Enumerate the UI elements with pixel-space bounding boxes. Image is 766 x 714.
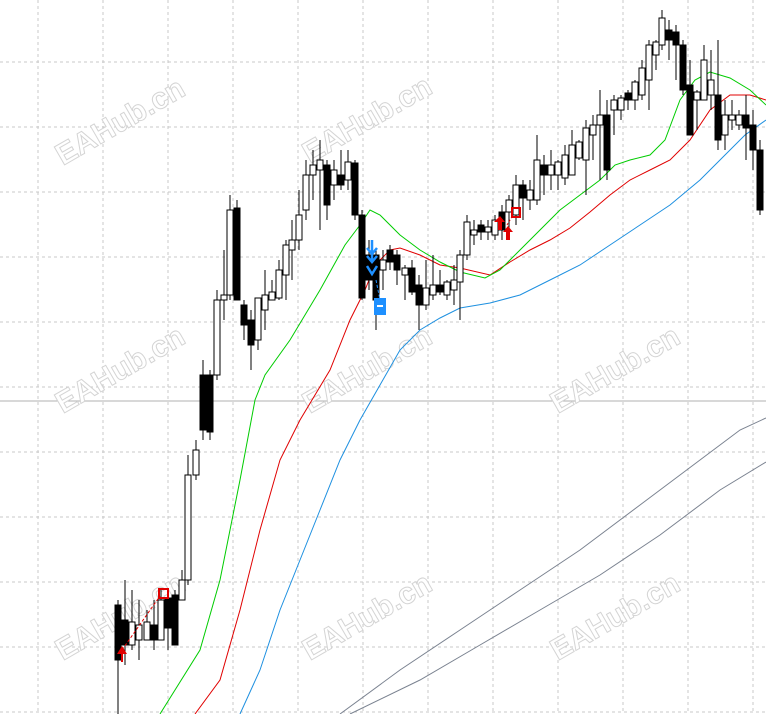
buy-arrow [503,226,513,240]
buy-arrow [494,216,505,230]
trade-markers [117,207,521,662]
close-marker-icon [377,305,383,307]
close-marker [511,207,521,218]
watermark: EAHub.cn [297,320,438,420]
watermark: EAHub.cn [50,72,191,172]
trade-link [121,595,161,651]
ma-slow-2 [349,461,766,714]
close-marker [158,588,169,599]
ma-slow-1 [339,417,766,714]
ma-green [159,71,766,714]
watermark: EAHub.cn [545,320,686,420]
ma-red [194,94,766,714]
watermark-layer: EAHub.cn EAHub.cn EAHub.cn EAHub.cn EAHub.cn… [49,69,686,667]
trade-link [375,279,381,301]
watermark: EAHub.cn [50,320,191,420]
candle-bodies-bull [128,17,743,646]
buy-arrow [117,646,127,662]
sell-arrows [365,240,379,277]
watermark: EAHub.cn [297,70,438,170]
